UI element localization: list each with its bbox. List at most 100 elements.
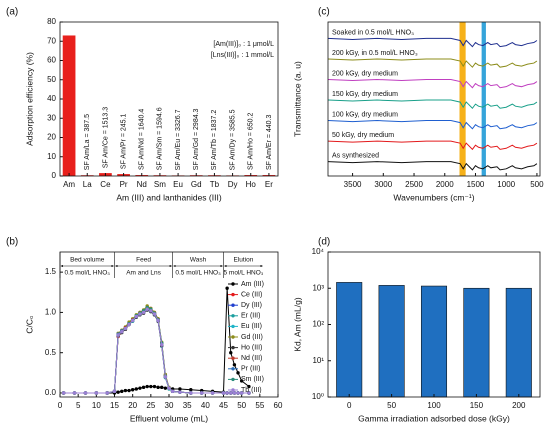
bar [420,285,448,398]
point [145,384,149,389]
point [232,363,237,367]
series-line [63,306,249,394]
x-tick-label: 100 [427,401,441,410]
series-line [63,308,249,394]
x-tick-label: 60 [274,401,283,410]
point [156,385,160,390]
point [149,309,153,313]
series-label: As synthesized [332,152,379,159]
point [167,386,171,390]
point [247,391,251,395]
y-tick-label: 20 [47,133,56,142]
series-line [327,37,538,48]
point [134,387,138,391]
point [170,389,175,394]
x-tick-label: 150 [470,401,484,410]
legend-marker [231,367,235,371]
legend-label: Sm (III) [241,376,264,383]
point [138,312,142,316]
x-tick-label: 5 [76,401,81,410]
point [149,384,153,389]
x-tick-label: Eu [173,180,183,189]
point [200,391,204,395]
point [160,342,164,347]
plot-frame [327,251,541,398]
point [130,318,135,323]
x-tick-label: 50 [387,401,396,410]
series-line [327,99,538,110]
panel-label: (b) [6,237,18,248]
x-tick-label: 40 [201,401,210,410]
point [134,314,138,319]
point [123,326,128,331]
bar-label: SF Am/Tb = 1837.2 [211,110,218,171]
legend-marker [231,324,235,329]
note: [Lns(III)]₀ : 1 mmol/L [211,52,274,59]
legend-marker [231,303,235,307]
stage-name: Bed volume [70,257,105,264]
point [178,387,182,391]
legend-label: Pr (III) [241,366,260,373]
point [189,391,193,395]
y-axis-label: Kd, Am (mL/g) [292,297,302,351]
point [229,391,233,395]
series-label: 150 kGy, dry medium [332,91,398,98]
x-tick-label: Ce [100,180,111,189]
legend-label: Gd (III) [241,334,263,341]
x-tick-label: 0 [347,401,352,410]
x-tick-label: 45 [219,401,228,410]
point [112,389,117,394]
point [116,333,120,337]
x-tick-label: Sm [154,180,166,189]
series-line [63,307,249,394]
bar-label: SF Am/Er = 440.3 [266,114,273,170]
stage-note: 0.5 mol/L HNO₃ [65,270,111,277]
y-tick-label: 10⁴ [312,247,325,256]
point [247,384,251,389]
point [145,307,149,311]
series-label: 200 kGy, dry medium [332,70,398,77]
series-line [63,309,249,394]
x-tick-label: 2500 [405,180,423,189]
bar-label: SF Am/Pr = 245.1 [120,114,127,170]
y-tick-label: 10³ [312,283,324,292]
bar-label: SF Am/Nd = 1640.4 [139,109,146,170]
x-axis-label: Wavenumbers (cm⁻¹) [393,192,474,202]
stage-name: Wash [190,257,207,264]
panel-label: (c) [318,7,330,18]
series-line [327,120,538,130]
x-tick-label: 25 [146,401,155,410]
stage-note: 0.5 mol/L HNO₃ [175,270,221,277]
legend-marker [231,314,235,318]
y-axis-label: Transmittance (a. u) [292,61,302,137]
x-tick-label: 2000 [436,180,454,189]
point [141,310,146,315]
point [152,384,157,389]
bar [62,35,76,176]
legend-marker [231,335,235,339]
bar [505,287,532,398]
bar-label: SF Am/Ce = 1513.3 [102,107,109,168]
point [210,391,215,395]
y-tick-label: 0 [52,171,57,180]
y-axis-label: C/C₀ [24,315,34,334]
point [200,388,204,393]
bar-label: SF Am/Ho = 650.2 [248,113,255,170]
point [94,391,99,395]
x-tick-label: 50 [237,401,246,410]
point [61,391,66,395]
legend-label: Ce (III) [241,291,262,298]
y-tick-label: 60 [47,56,56,65]
legend-label: Eu (III) [241,323,262,330]
bar-label: SF Am/Gd = 2984.3 [193,108,200,170]
series-line [63,306,249,394]
y-tick-label: 10² [312,320,324,329]
series-label: 100 kGy, dry medium [332,111,398,118]
legend-marker [231,282,235,286]
point [229,350,233,355]
legend-marker [231,377,235,382]
legend-label: Er (III) [241,313,260,320]
bar [336,282,363,398]
point [116,390,120,394]
series-line [63,307,249,394]
